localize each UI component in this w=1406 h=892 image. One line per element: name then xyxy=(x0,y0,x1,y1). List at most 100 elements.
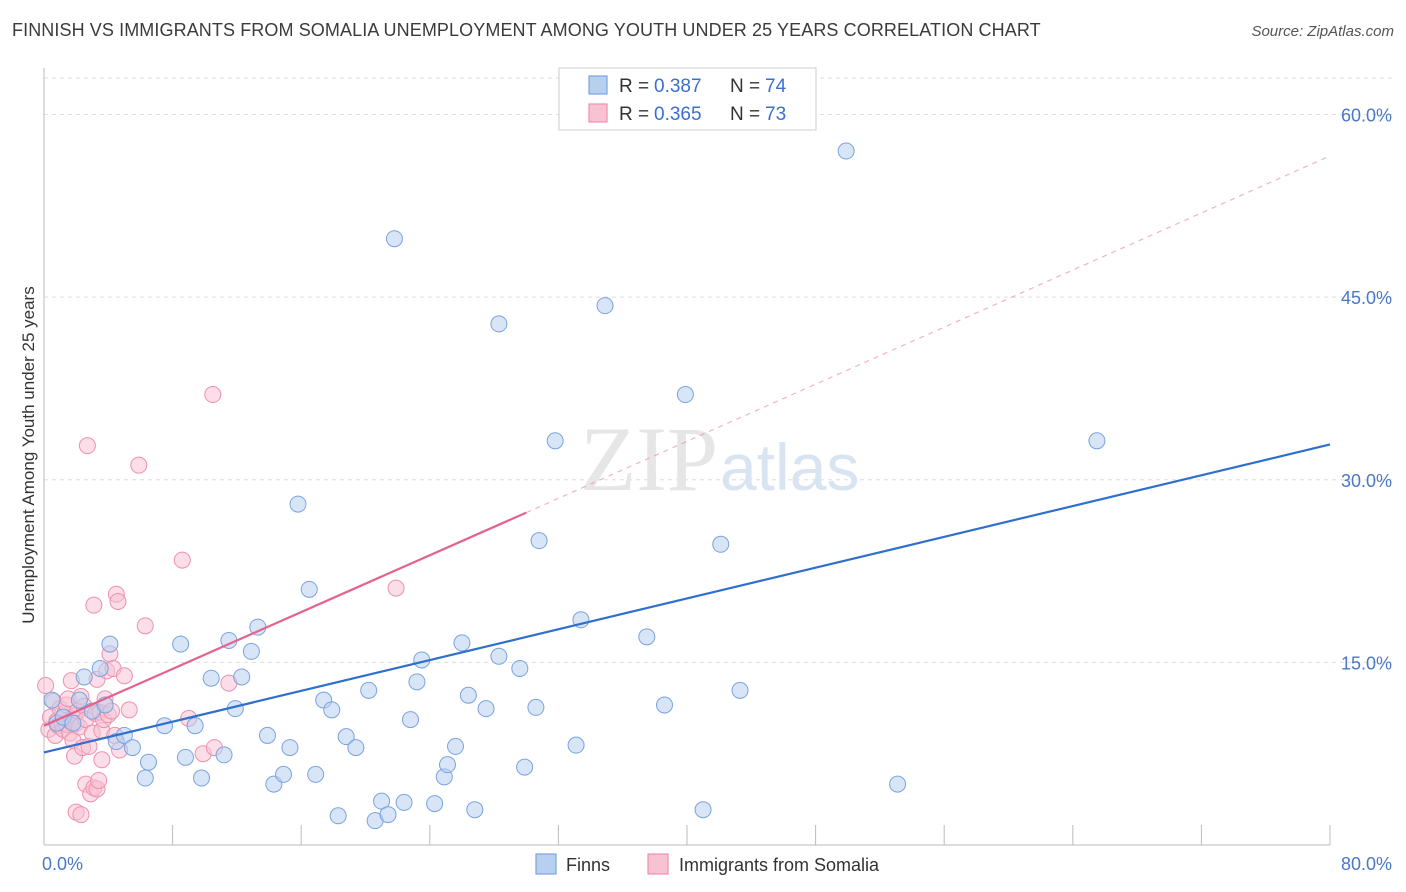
x-tick-label-min: 0.0% xyxy=(42,854,83,874)
finns-point xyxy=(447,737,465,755)
finns-point xyxy=(300,580,318,598)
finns-point xyxy=(655,696,673,714)
finns-point xyxy=(459,686,477,704)
finns-point xyxy=(530,532,548,550)
finns-point xyxy=(176,748,194,766)
somalia-point xyxy=(204,386,222,404)
finns-point xyxy=(172,635,190,653)
finns-point xyxy=(527,698,545,716)
finns-point xyxy=(337,728,355,746)
finns-point xyxy=(43,691,61,709)
legend-box: R = 0.387 N = 74 R = 0.365 N = 73 xyxy=(558,67,817,131)
finns-point xyxy=(453,634,471,652)
finns-point xyxy=(323,701,341,719)
finns-point xyxy=(202,669,220,687)
finns-point xyxy=(694,801,712,819)
legend-somalia-r-label: R = xyxy=(619,104,649,125)
bottom-legend-somalia-label: Immigrants from Somalia xyxy=(679,855,880,875)
somalia-trend-line xyxy=(43,511,527,727)
bottom-legend-somalia-swatch xyxy=(647,853,669,875)
finns-point xyxy=(490,315,508,333)
legend-somalia-n-value: 73 xyxy=(765,104,786,125)
finns-point xyxy=(676,386,694,404)
watermark-zip: ZIP xyxy=(580,408,718,510)
finns-point xyxy=(546,432,564,450)
finns-point xyxy=(426,795,444,813)
finns-point xyxy=(408,673,426,691)
finns-point xyxy=(275,765,293,783)
finns-point xyxy=(307,765,325,783)
source-credit: Source: ZipAtlas.com xyxy=(1251,23,1394,40)
gridlines xyxy=(44,77,1392,663)
finns-point xyxy=(75,668,93,686)
bottom-legend-finns-label: Finns xyxy=(566,855,610,875)
finns-point xyxy=(242,642,260,660)
watermark-atlas: atlas xyxy=(720,430,859,504)
somalia-point xyxy=(93,751,111,769)
somalia-point xyxy=(387,579,405,597)
finns-point xyxy=(490,647,508,665)
somalia-point xyxy=(85,596,103,614)
y-tick-label: 45.0% xyxy=(1341,288,1392,308)
bottom-legend-finns-swatch xyxy=(535,853,557,875)
finns-point xyxy=(136,769,154,787)
finns-point xyxy=(258,726,276,744)
somalia-point xyxy=(37,677,55,695)
chart-title: FINNISH VS IMMIGRANTS FROM SOMALIA UNEMP… xyxy=(12,20,1041,40)
finns-point xyxy=(329,807,347,825)
finns-point xyxy=(567,736,585,754)
finns-point xyxy=(516,758,534,776)
finns-trend-line xyxy=(43,443,1331,754)
finns-point xyxy=(123,739,141,757)
somalia-point xyxy=(72,806,90,824)
legend-somalia-swatch xyxy=(588,103,608,123)
finns-point xyxy=(466,801,484,819)
finns-point xyxy=(638,628,656,646)
y-tick-label: 30.0% xyxy=(1341,471,1392,491)
legend-finns-r-label: R = xyxy=(619,76,649,97)
finns-point xyxy=(402,711,420,729)
somalia-point xyxy=(120,701,138,719)
somalia-point xyxy=(115,667,133,685)
tick-labels: 15.0% 30.0% 45.0% 60.0% 0.0% 80.0% xyxy=(42,106,1392,874)
somalia-point xyxy=(173,551,191,569)
bottom-legend: Finns Immigrants from Somalia xyxy=(535,853,880,875)
finns-point xyxy=(347,739,365,757)
finns-point xyxy=(712,535,730,553)
y-axis-label: Unemployment Among Youth under 25 years xyxy=(19,286,38,623)
finns-point xyxy=(186,717,204,735)
finns-point xyxy=(379,806,397,824)
finns-point xyxy=(193,769,211,787)
finns-point xyxy=(438,756,456,774)
finns-point xyxy=(395,793,413,811)
legend-finns-swatch xyxy=(588,75,608,95)
legend-finns-n-label: N = xyxy=(730,76,760,97)
finns-point xyxy=(101,635,119,653)
trend-lines xyxy=(43,155,1331,754)
x-tick-label-max: 80.0% xyxy=(1341,854,1392,874)
finns-point xyxy=(70,691,88,709)
legend-finns-n-value: 74 xyxy=(765,76,787,97)
finns-point xyxy=(596,297,614,315)
finns-point xyxy=(139,753,157,771)
legend-somalia-r-value: 0.365 xyxy=(654,104,702,125)
somalia-trend-extension xyxy=(526,155,1331,514)
finns-points xyxy=(43,142,1106,830)
finns-point xyxy=(289,495,307,513)
finns-point xyxy=(233,668,251,686)
legend-finns-r-value: 0.387 xyxy=(654,76,702,97)
finns-point xyxy=(91,659,109,677)
finns-point xyxy=(64,714,82,732)
finns-point xyxy=(511,659,529,677)
finns-point xyxy=(281,739,299,757)
somalia-point xyxy=(78,437,96,455)
finns-point xyxy=(385,230,403,248)
finns-point xyxy=(477,700,495,718)
somalia-point xyxy=(136,617,154,635)
finns-point xyxy=(360,681,378,699)
finns-point xyxy=(215,746,233,764)
somalia-point xyxy=(90,771,108,789)
somalia-point xyxy=(130,456,148,474)
finns-point xyxy=(837,142,855,160)
